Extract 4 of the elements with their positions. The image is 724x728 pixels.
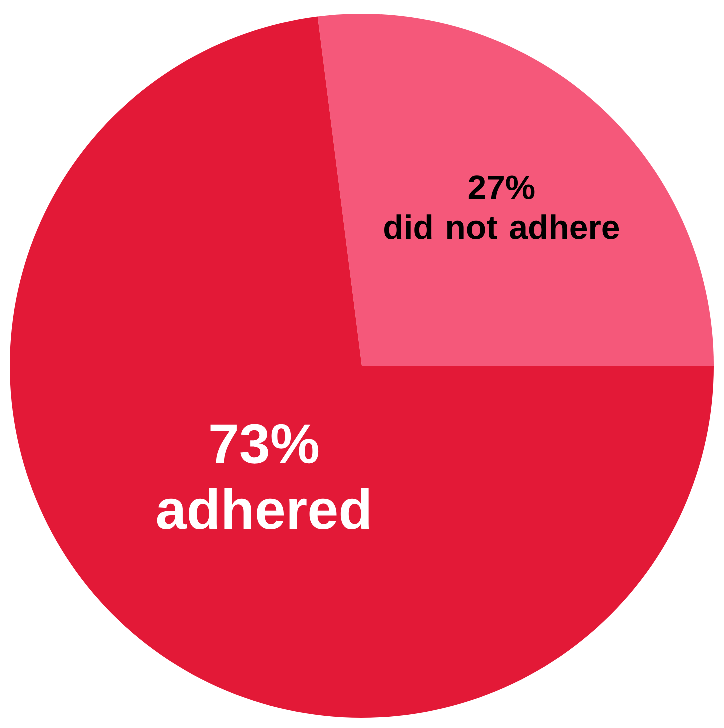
slice-label: did not adhere (384, 214, 620, 240)
slice-label: adhered (157, 488, 370, 530)
data-label: 27% (468, 176, 535, 200)
data-label: 73% (210, 424, 319, 464)
